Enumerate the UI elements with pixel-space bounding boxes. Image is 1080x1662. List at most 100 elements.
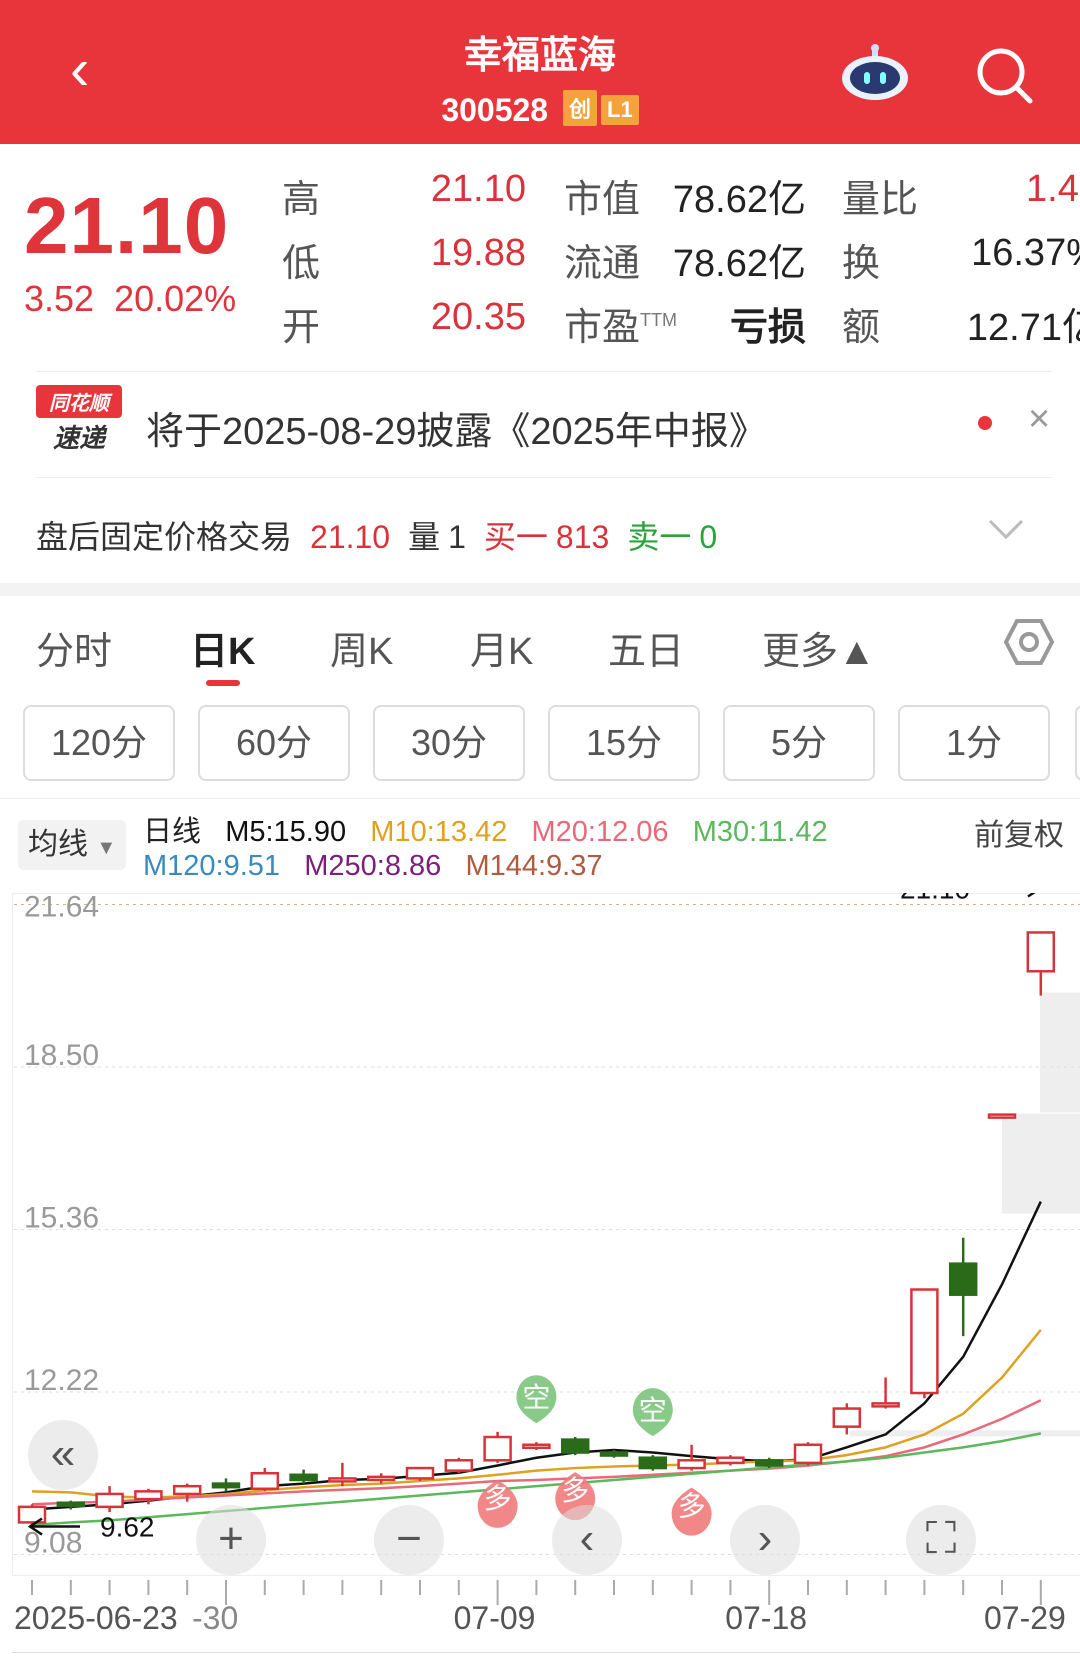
ma-line-m30 [31,1432,1042,1527]
tab-1[interactable]: 日K [190,631,256,673]
candle-body [638,1456,668,1470]
y-tick-label: 15.36 [24,1201,99,1234]
stat-label: 额 [842,307,881,349]
candle-body [522,1443,551,1450]
unread-dot [978,416,992,430]
stat-label: 流通 [564,232,640,287]
candle-body [1026,931,1056,973]
candle-body [754,1459,784,1467]
y-tick-label: 9.08 [24,1526,82,1559]
tab-0[interactable]: 分时 [36,631,113,673]
price-change: 3.52 20.02% [24,278,236,320]
signal-label: 多 [561,1475,589,1506]
period-button[interactable]: 30分 [373,705,525,781]
signal-bubble [671,1487,712,1536]
candle-body [366,1475,396,1482]
candle-body [599,1451,629,1457]
kline-chart-area[interactable] [12,893,1080,1576]
stat-value: 12.71亿 [966,307,1080,349]
news-text[interactable]: 将于2025-08-29披露《2025年中报》 [146,411,767,453]
signal-bubble [516,1375,557,1424]
candle-body [17,1505,47,1524]
level-tag: L1 [601,95,639,125]
ask-label: 卖一 [627,519,692,555]
stat-value: 78.62亿 [672,243,806,285]
section-gap [0,583,1080,596]
period-button[interactable]: 5分 [723,705,875,781]
candle-body [134,1490,163,1501]
tab-2[interactable]: 周K [330,631,394,673]
stock-code: 300528 [441,92,549,128]
x-tick-label: -30 [192,1600,239,1636]
fullscreen-icon[interactable]: ⛶ [906,1505,976,1575]
divider [36,371,1052,372]
x-tick-label: 07-18 [725,1600,808,1636]
adjust-mode[interactable]: 前复权 [974,819,1064,852]
chevron-left-icon[interactable]: ‹ [70,37,90,102]
after-hours-row[interactable]: 盘后固定价格交易 21.10 量 1 买一 813 卖一 0 [36,512,735,558]
x-tick-label: 2025-06-23 [14,1600,178,1636]
period-button[interactable]: 1分 [898,705,1050,781]
divider [12,1652,1080,1653]
period-button[interactable]: 120分 [23,705,175,781]
period-button[interactable]: 60分 [198,705,350,781]
arrow-right-icon [1027,893,1036,898]
candle-body [95,1492,124,1509]
signal-label: 多 [484,1483,512,1514]
chevron-down-icon[interactable] [988,518,1024,540]
candle-body [832,1407,862,1428]
close-icon[interactable]: × [1028,398,1051,440]
ma-selector-dropdown[interactable]: 均线 ▼ [18,820,126,870]
chevron-right-icon[interactable]: › [730,1505,800,1575]
candle-body [910,1288,939,1395]
chevron-left-icon[interactable]: ‹ [552,1505,622,1575]
after-hours-price: 21.10 [310,519,391,555]
ma250-value: M250:8.86 [304,850,442,882]
candle-body [172,1484,202,1496]
tab-4[interactable]: 五日 [608,631,685,673]
ths-express-logo: 同花顺 速递 [36,385,122,455]
candle-body [793,1443,823,1465]
ma10-value: M10:13.42 [370,816,508,848]
ask-value: 0 [699,519,718,555]
y-tick-label: 21.64 [24,893,99,924]
tab-5[interactable]: 更多▲ [762,631,876,673]
candle-body [328,1477,357,1483]
search-icon[interactable] [975,46,1035,106]
candle-body [677,1459,706,1470]
change-amount: 3.52 [24,278,95,319]
settings-icon[interactable] [1004,618,1054,666]
caret-down-icon: ▼ [96,837,117,859]
candle-body [289,1473,318,1482]
change-percent: 20.02% [114,278,237,319]
ma120-value: M120:9.51 [143,850,281,882]
ma144-value: M144:9.37 [465,850,603,882]
stat-label-text: 市盈 [564,307,641,349]
period-button[interactable]: 15分 [548,705,700,781]
period-button-more[interactable] [1075,705,1080,781]
zoom-out-icon[interactable]: − [374,1505,444,1575]
volume-profile-bar [1040,992,1080,1113]
candle-body [716,1456,745,1465]
stat-label-text: 市值 [564,179,641,221]
y-tick-label: 12.22 [24,1364,99,1397]
ma-selector-label: 均线 [28,828,88,861]
first-page-icon[interactable]: « [28,1420,98,1490]
stat-value: 1.43 [1026,168,1080,210]
stat-label: 市值 [564,168,640,223]
divider [36,477,1052,478]
last-price: 21.10 [24,181,230,270]
tab-3[interactable]: 月K [470,631,534,673]
stat-label: 开 [282,307,321,349]
candle-body [987,1113,1017,1119]
stat-value: 亏损 [729,307,806,349]
board-tag: 创 [562,90,597,126]
ma30-value: M30:11.42 [692,816,828,848]
signal-bubble [632,1388,673,1437]
zoom-in-icon[interactable]: + [196,1505,266,1575]
after-hours-label: 盘后固定价格交易 [36,519,293,555]
stat-label: 低 [282,243,321,285]
robot-icon[interactable] [840,42,910,102]
stat-label: 量比 [842,179,919,221]
